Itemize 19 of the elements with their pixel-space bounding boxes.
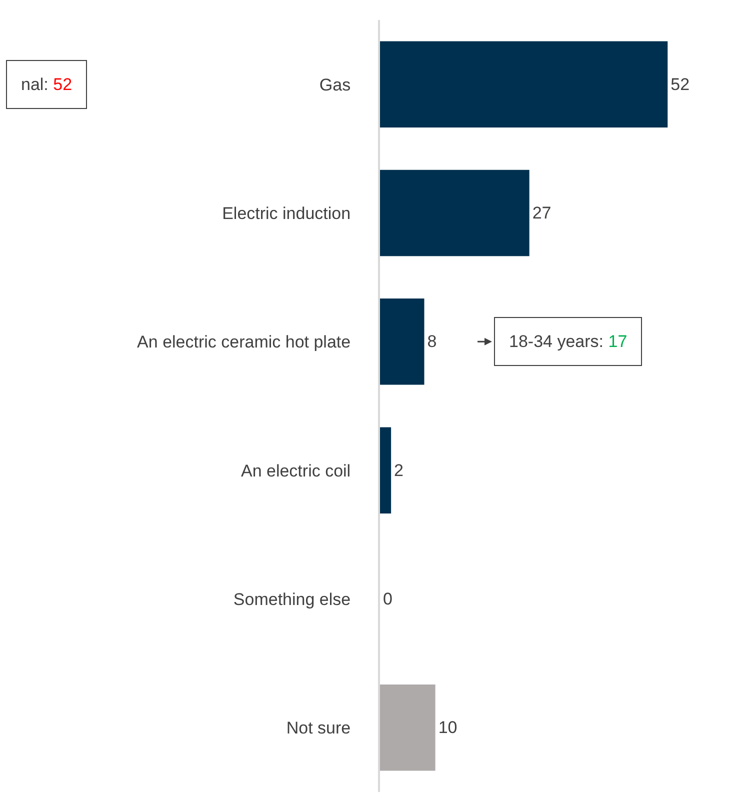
data-label: 10 xyxy=(438,718,458,738)
y-tick-label: An electric ceramic hot plate xyxy=(137,332,351,352)
bar xyxy=(380,298,424,385)
bar xyxy=(380,427,392,514)
bar xyxy=(380,170,530,256)
annotation: 18-34 years: 17 xyxy=(509,332,628,351)
text: nal: 52 xyxy=(21,75,72,94)
y-tick-label: Electric induction xyxy=(222,204,351,223)
data-label: 8 xyxy=(427,332,437,352)
data-label: 0 xyxy=(383,590,392,608)
y-tick-label: Something else xyxy=(233,590,351,609)
y-tick-label: Gas xyxy=(319,75,351,94)
data-label: 2 xyxy=(394,460,404,480)
y-tick-label: Not sure xyxy=(286,718,351,738)
y-tick-label: An electric coil xyxy=(240,461,351,480)
bar xyxy=(380,41,668,128)
data-label: 52 xyxy=(670,74,690,94)
data-label: 27 xyxy=(532,204,552,222)
bar xyxy=(380,684,436,771)
